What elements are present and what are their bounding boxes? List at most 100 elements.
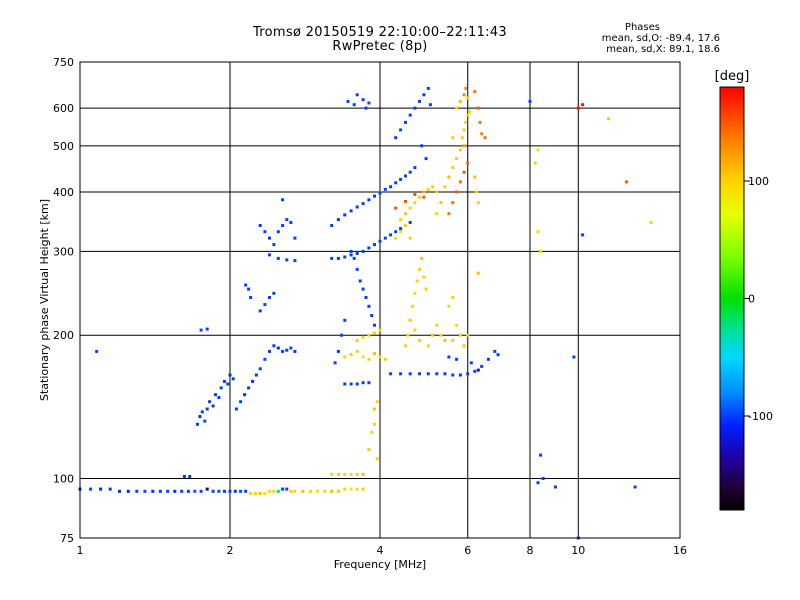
- echo-point: [355, 93, 359, 97]
- echo-point: [435, 372, 439, 376]
- echo-point: [285, 258, 289, 262]
- echo-point: [424, 287, 428, 291]
- echo-point: [375, 400, 379, 404]
- echo-point: [263, 492, 267, 495]
- echo-point: [413, 106, 417, 110]
- echo-point: [422, 190, 426, 194]
- echo-point: [451, 136, 455, 140]
- echo-point: [389, 233, 393, 237]
- echo-point: [399, 218, 403, 222]
- echo-point: [466, 113, 470, 117]
- echo-point: [373, 323, 376, 327]
- echo-point: [355, 205, 359, 209]
- echo-point: [462, 93, 466, 97]
- echo-point: [373, 243, 376, 247]
- y-tick-label: 75: [60, 532, 74, 545]
- echo-point: [349, 353, 353, 357]
- echo-point: [394, 181, 398, 185]
- echo-point: [422, 93, 426, 97]
- echo-point: [361, 355, 365, 359]
- echo-point: [476, 368, 480, 372]
- echo-point: [281, 198, 285, 202]
- echo-point: [199, 328, 203, 332]
- echo-point: [108, 487, 112, 491]
- echo-point: [330, 224, 334, 227]
- echo-point: [413, 291, 417, 295]
- echo-point: [462, 144, 466, 148]
- echo-point: [239, 400, 243, 404]
- echo-point: [219, 386, 223, 390]
- chart-subtitle: RwPretec (8p): [332, 39, 428, 54]
- echo-point: [633, 485, 637, 489]
- echo-point: [186, 489, 190, 493]
- echo-point: [258, 309, 262, 313]
- echo-point: [451, 339, 455, 342]
- echo-point: [349, 209, 353, 213]
- echo-point: [408, 236, 412, 240]
- echo-point: [355, 267, 359, 271]
- echo-point: [373, 407, 376, 411]
- echo-point: [451, 296, 455, 299]
- echo-point: [352, 256, 356, 260]
- echo-point: [254, 492, 257, 495]
- echo-point: [473, 175, 477, 179]
- colorbar-tick-label: 0: [748, 293, 755, 306]
- echo-point: [249, 296, 253, 299]
- chart-title: Tromsø 20150519 22:10:00–22:11:43: [252, 25, 508, 40]
- echo-point: [217, 396, 221, 399]
- echo-point: [460, 136, 464, 140]
- echo-point: [408, 372, 412, 376]
- echo-point: [439, 201, 443, 205]
- y-tick-label: 500: [53, 140, 74, 153]
- x-tick-label: 1: [77, 544, 84, 557]
- colorbar-unit: [deg]: [715, 69, 750, 84]
- echo-point: [486, 357, 490, 361]
- echo-point: [193, 489, 197, 493]
- y-tick-label: 300: [53, 245, 74, 258]
- echo-point: [375, 457, 379, 461]
- echo-point: [378, 355, 382, 359]
- echo-point: [394, 136, 398, 140]
- phases-o-stats: mean, sd,O: -89.4, 17.6: [601, 33, 720, 44]
- echo-point: [408, 170, 412, 174]
- echo-point: [276, 346, 280, 350]
- echo-point: [173, 489, 177, 493]
- echo-point: [404, 120, 407, 124]
- echo-point: [536, 148, 540, 152]
- echo-point: [383, 236, 387, 240]
- echo-point: [447, 212, 451, 216]
- echo-point: [234, 407, 238, 411]
- echo-point: [301, 489, 305, 493]
- y-tick-label: 100: [53, 473, 74, 486]
- echo-point: [435, 323, 439, 327]
- echo-point: [205, 407, 209, 411]
- echo-point: [135, 489, 139, 493]
- echo-point: [418, 339, 421, 342]
- echo-point: [451, 373, 455, 377]
- echo-point: [413, 201, 417, 205]
- echo-point: [408, 221, 412, 224]
- echo-point: [249, 492, 253, 495]
- echo-point: [413, 328, 417, 332]
- echo-point: [343, 213, 347, 217]
- echo-point: [439, 333, 443, 337]
- echo-point: [399, 230, 403, 234]
- echo-point: [361, 202, 365, 206]
- echo-point: [276, 256, 280, 260]
- y-tick-label: 200: [53, 329, 74, 342]
- echo-point: [367, 101, 371, 105]
- echo-point: [367, 333, 371, 337]
- echo-point: [293, 236, 297, 240]
- echo-point: [447, 175, 451, 179]
- echo-point: [426, 344, 430, 348]
- echo-point: [476, 201, 480, 205]
- echo-point: [367, 357, 371, 361]
- echo-point: [285, 348, 289, 352]
- echo-point: [455, 157, 459, 161]
- echo-point: [476, 271, 480, 275]
- echo-point: [422, 195, 426, 199]
- echo-point: [226, 382, 230, 386]
- echo-point: [383, 357, 387, 361]
- y-tick-label: 750: [53, 56, 74, 69]
- echo-point: [468, 110, 471, 114]
